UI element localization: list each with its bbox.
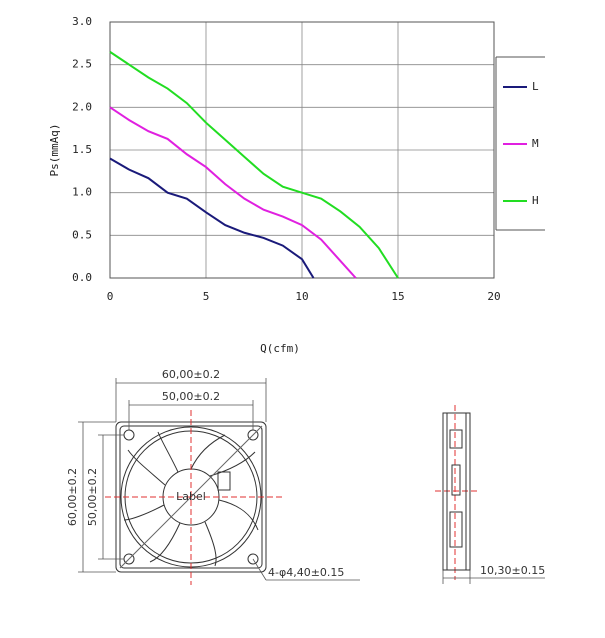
dim-width-hole: 50,00±0.2 bbox=[162, 390, 220, 403]
y-tick-label: 0.5 bbox=[72, 228, 92, 241]
dim-height-hole: 50,00±0.2 bbox=[86, 468, 99, 526]
y-tick-label: 3.0 bbox=[72, 15, 92, 28]
legend-label: L bbox=[532, 80, 539, 93]
x-axis-title: Q(cfm) bbox=[260, 342, 300, 355]
dim-depth: 10,30±0.15 bbox=[480, 564, 545, 577]
plot-frame bbox=[109, 21, 495, 279]
y-tick-label: 2.0 bbox=[72, 100, 92, 113]
legend-box bbox=[495, 56, 545, 231]
dim-width-outer: 60,00±0.2 bbox=[162, 368, 220, 381]
y-tick-label: 2.5 bbox=[72, 58, 92, 71]
fan-side-view bbox=[442, 412, 471, 571]
legend-label: H bbox=[532, 194, 539, 207]
series-line bbox=[109, 106, 357, 279]
y-tick-label: 1.5 bbox=[72, 143, 92, 156]
hub-label: Label bbox=[176, 490, 206, 503]
y-tick-label: 1.0 bbox=[72, 186, 92, 199]
series-line bbox=[109, 51, 399, 279]
series-line bbox=[109, 157, 315, 279]
y-axis-title: Ps(mmAq) bbox=[48, 124, 61, 177]
dim-height-outer: 60,00±0.2 bbox=[66, 468, 79, 526]
legend-label: M bbox=[532, 137, 539, 150]
x-tick-label: 15 bbox=[391, 290, 404, 303]
x-tick-label: 5 bbox=[203, 290, 210, 303]
x-tick-label: 20 bbox=[487, 290, 500, 303]
center-lines bbox=[105, 405, 478, 585]
x-tick-label: 10 bbox=[295, 290, 308, 303]
x-tick-label: 0 bbox=[107, 290, 114, 303]
dimension-lines bbox=[78, 378, 545, 584]
dim-holes: 4-φ4,40±0.15 bbox=[268, 566, 344, 579]
y-tick-label: 0.0 bbox=[72, 271, 92, 284]
